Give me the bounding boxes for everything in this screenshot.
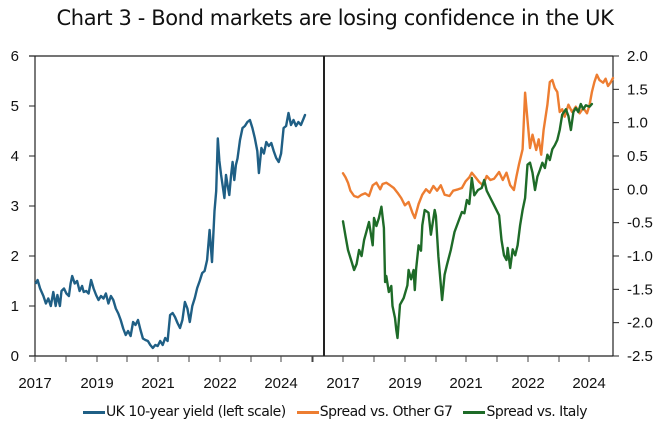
- labels-layer: 0 1 2 3 4 5 6 -2.5 -2.0 -1.5 -1.0 -0.5 0.0 0.5 1.0 1.5 2…: [11, 48, 653, 392]
- x-tick-label: 2021: [449, 375, 482, 392]
- series-layer: [34, 73, 615, 350]
- legend-item-uk-yield[interactable]: UK 10-year yield (left scale): [82, 404, 286, 420]
- right-y-tick-label: 2.0: [627, 48, 648, 65]
- x-tick-label: 2017: [326, 375, 359, 392]
- left-y-tick-label: 5: [11, 98, 19, 115]
- legend: UK 10-year yield (left scale) Spread vs.…: [0, 404, 670, 420]
- legend-label-spread-g7: Spread vs. Other G7: [319, 404, 453, 420]
- right-y-tick-label: -2.0: [627, 315, 653, 332]
- x-tick-label: 2017: [18, 375, 51, 392]
- right-y-tick-label: -0.5: [627, 215, 653, 232]
- x-tick-label: 2019: [80, 375, 113, 392]
- left-y-tick-label: 1: [11, 298, 19, 315]
- legend-swatch-spread-italy: [463, 410, 486, 414]
- left-y-tick-label: 2: [11, 248, 19, 265]
- legend-item-spread-g7[interactable]: Spread vs. Other G7: [296, 404, 453, 420]
- left-y-tick-label: 4: [11, 148, 19, 165]
- x-tick-label: 2022: [203, 375, 236, 392]
- left-y-tick-label: 0: [11, 348, 19, 365]
- left-y-tick-label: 6: [11, 48, 19, 65]
- right-y-tick-label: -2.5: [627, 348, 653, 365]
- series-line-spread-italy: [341, 102, 594, 340]
- right-y-tick-label: -1.0: [627, 248, 653, 265]
- right-y-tick-label: 1.5: [627, 81, 648, 98]
- legend-swatch-spread-g7: [296, 410, 319, 414]
- x-tick-label: 2019: [388, 375, 421, 392]
- right-y-tick-label: -1.5: [627, 281, 653, 298]
- series-line-spread-g7: [341, 73, 615, 220]
- right-y-tick-label: 0.0: [627, 181, 648, 198]
- legend-swatch-uk-yield: [82, 410, 105, 414]
- series-line-uk-yield: [34, 111, 307, 350]
- legend-label-uk-yield: UK 10-year yield (left scale): [105, 404, 286, 420]
- legend-item-spread-italy[interactable]: Spread vs. Italy: [463, 404, 588, 420]
- x-tick-label: 2021: [141, 375, 174, 392]
- x-tick-label: 2022: [511, 375, 544, 392]
- x-tick-label: 2024: [264, 375, 297, 392]
- right-y-tick-label: 0.5: [627, 148, 648, 165]
- legend-label-spread-italy: Spread vs. Italy: [486, 404, 588, 420]
- right-y-tick-label: 1.0: [627, 115, 648, 132]
- axes-layer: [29, 55, 619, 362]
- left-y-tick-label: 3: [11, 198, 19, 215]
- chart-title: Chart 3 - Bond markets are losing confid…: [56, 6, 614, 30]
- x-tick-label: 2024: [572, 375, 605, 392]
